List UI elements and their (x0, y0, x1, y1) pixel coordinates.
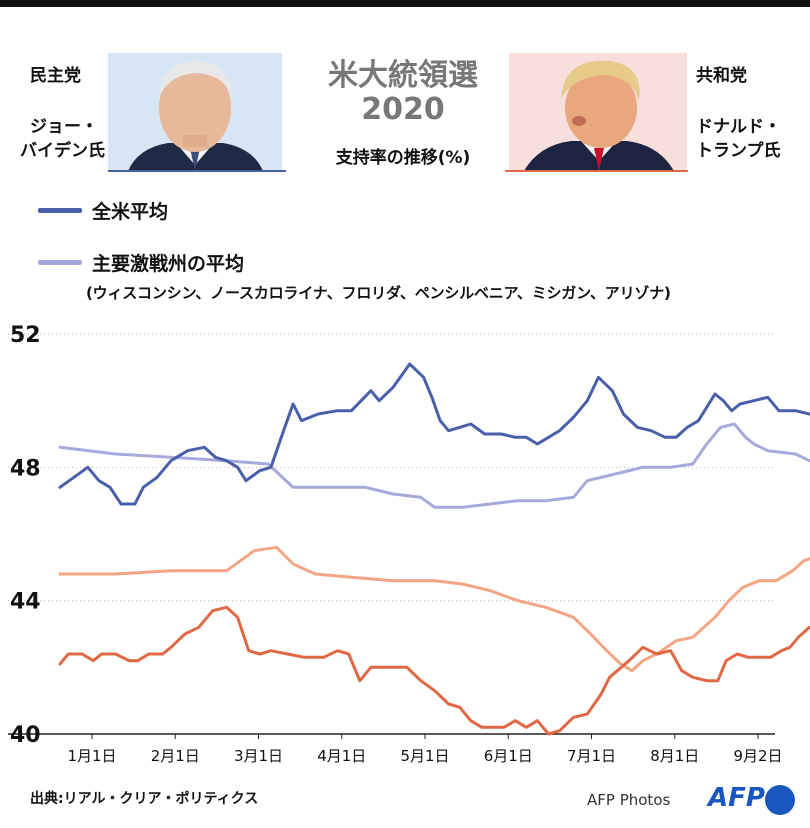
top-rule (0, 0, 810, 7)
series-line (58, 422, 810, 509)
afp-logo: AFP (708, 783, 765, 813)
x-axis: 1月1日 2月1日 3月1日 4月1日 5月1日 6月1日 7月1日 8月1日 9月2日 (67, 734, 783, 765)
x-tick-label: 8月1日 (650, 747, 699, 765)
y-tick-label: 40 (10, 723, 41, 748)
y-tick-label: 48 (10, 456, 41, 481)
chart-grid (8, 333, 775, 735)
chart-subtitle: 支持率の推移(%) (335, 148, 471, 168)
x-tick-label: 4月1日 (317, 747, 366, 765)
y-tick-label: 52 (10, 323, 41, 348)
x-tick-label: 2月1日 (151, 747, 200, 765)
right-portrait-underline (505, 170, 688, 172)
left-party-label: 民主党 (30, 66, 81, 86)
y-tick-label: 44 (10, 590, 41, 615)
left-candidate-name-line2: バイデン氏 (20, 141, 105, 161)
x-tick-label: 3月1日 (234, 747, 283, 765)
trump-portrait-illustration (509, 53, 687, 171)
x-tick-label: 9月2日 (733, 747, 782, 765)
source-note: 出典:リアル・クリア・ポリティクス (30, 791, 259, 807)
left-candidate-name-line1: ジョー・ (30, 117, 98, 137)
chart-series (58, 362, 810, 736)
right-party-label: 共和党 (696, 66, 747, 86)
x-tick-label: 7月1日 (567, 747, 616, 765)
x-tick-label: 1月1日 (67, 747, 116, 765)
legend-swing-swatch (38, 260, 82, 265)
line-chart: 52 48 44 40 1月1日 2月1日 3月1日 4月1日 5月1日 6月1日 7月1日 8月1… (8, 323, 810, 765)
series-line (58, 545, 810, 673)
legend-national-label: 全米平均 (92, 201, 169, 223)
left-portrait-underline (108, 170, 286, 172)
x-tick-label: 5月1日 (400, 747, 449, 765)
chart-title-line1: 米大統領選 (328, 58, 478, 93)
series-line (58, 362, 810, 506)
chart-title-line2: 2020 (361, 92, 445, 127)
right-candidate-name-line1: ドナルド・ (696, 117, 781, 137)
legend-swing-label: 主要激戦州の平均 (92, 253, 245, 275)
y-axis: 52 48 44 40 (10, 323, 41, 748)
right-candidate-name-line2: トランプ氏 (696, 141, 781, 161)
biden-portrait (108, 53, 282, 171)
trump-portrait (509, 53, 687, 171)
series-line (58, 605, 810, 736)
afp-logo-mark (765, 785, 795, 815)
legend-swing-note: (ウィスコンシン、ノースカロライナ、フロリダ、ペンシルベニア、ミシガン、アリゾナ… (86, 284, 671, 302)
photo-credit: AFP Photos (587, 791, 671, 809)
legend-national-swatch (38, 208, 82, 213)
biden-portrait-illustration (108, 53, 282, 171)
x-tick-label: 6月1日 (484, 747, 533, 765)
